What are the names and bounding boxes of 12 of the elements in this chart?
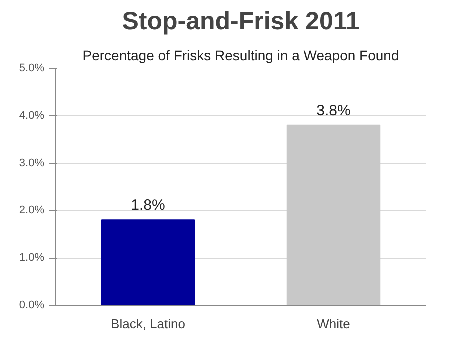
y-tick-label: 2.0%	[19, 204, 45, 217]
y-tick-label: 4.0%	[19, 110, 45, 122]
chart-subtitle: Percentage of Frisks Resulting in a Weapon Found	[82, 48, 400, 64]
y-tick-label: 1.0%	[19, 252, 45, 264]
y-tick-label: 3.0%	[19, 157, 45, 170]
y-tick-label: 5.0%	[19, 62, 45, 74]
chart-title: Stop-and-Frisk 2011	[122, 8, 360, 36]
y-tick-label: 0.0%	[19, 300, 45, 312]
data-label: 1.8%	[131, 197, 166, 214]
x-tick-label: White	[317, 316, 350, 332]
x-tick-label: Black, Latino	[111, 316, 186, 332]
data-label: 3.8%	[316, 102, 351, 120]
